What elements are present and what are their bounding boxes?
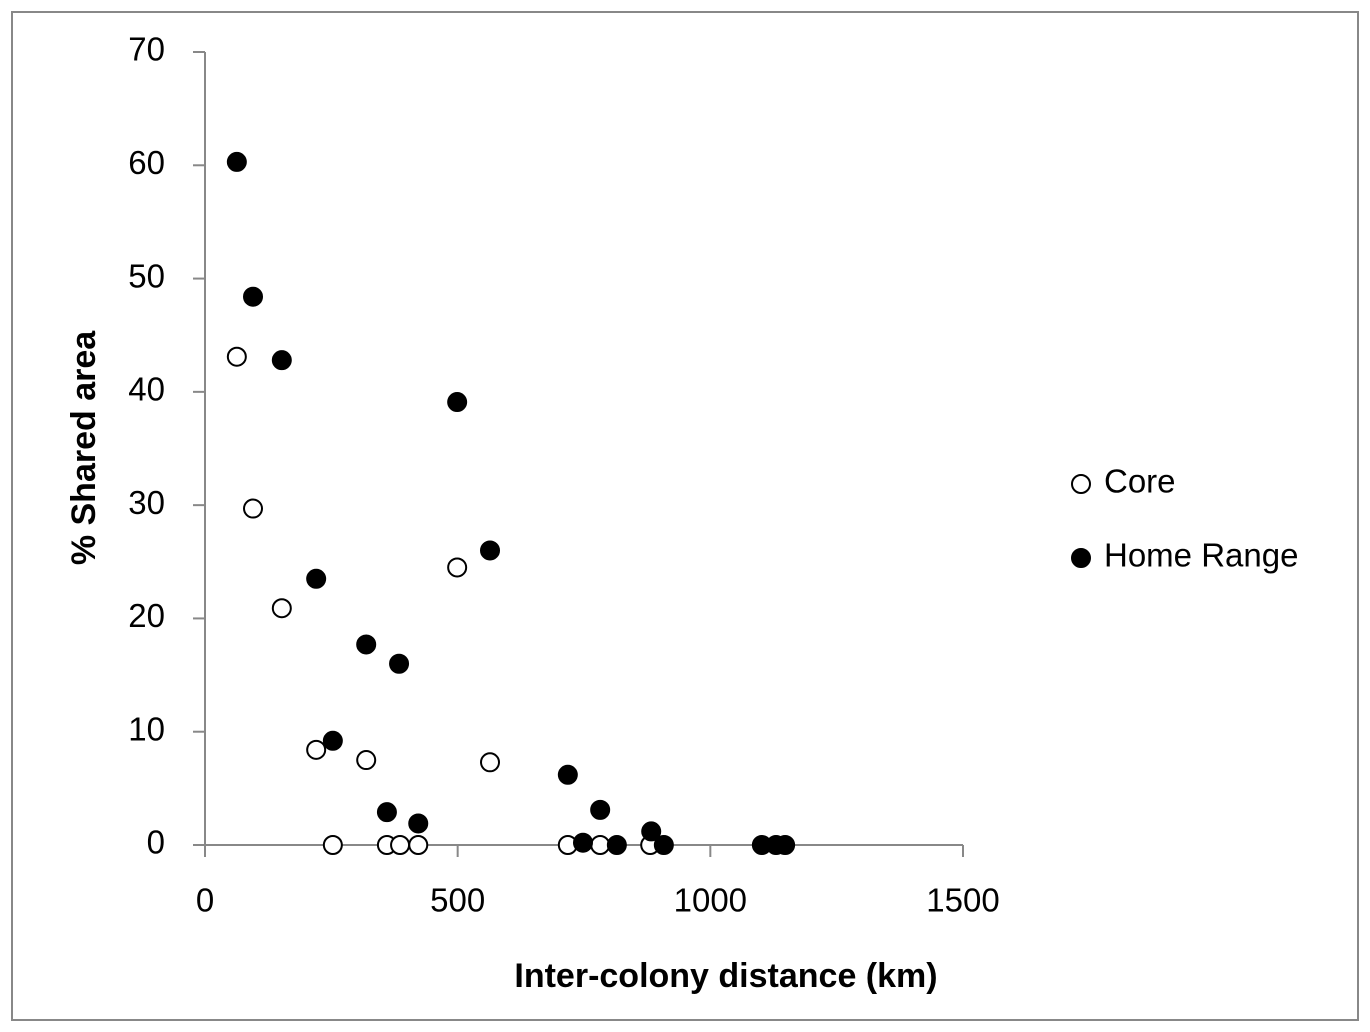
point <box>306 568 327 589</box>
point <box>447 557 468 578</box>
point <box>322 835 343 855</box>
point <box>641 821 662 842</box>
point <box>390 835 411 855</box>
x-tick-label: 1000 <box>674 882 747 919</box>
point <box>590 835 611 855</box>
y-axis-title: % Shared area <box>65 330 103 565</box>
y-tick-label: 20 <box>128 597 165 634</box>
y-tick-label: 0 <box>147 824 165 861</box>
point <box>356 634 377 655</box>
point <box>557 764 578 785</box>
legend-label: Home Range <box>1104 537 1298 574</box>
point <box>480 752 501 773</box>
point <box>271 350 292 371</box>
point <box>226 151 247 172</box>
point <box>408 813 429 834</box>
x-axis-title: Inter-colony distance (km) <box>514 957 937 995</box>
point <box>653 835 674 855</box>
point <box>356 750 377 771</box>
point <box>322 730 343 751</box>
point <box>306 739 327 760</box>
y-tick-label: 50 <box>128 257 165 294</box>
x-tick-label: 1500 <box>926 882 999 919</box>
point <box>447 392 468 413</box>
point <box>408 835 429 855</box>
chart-frame <box>11 11 1359 1021</box>
y-tick-label: 30 <box>128 484 165 521</box>
y-tick-label: 60 <box>128 144 165 181</box>
point <box>271 598 292 619</box>
point <box>243 286 264 307</box>
y-tick-label: 70 <box>128 31 165 68</box>
point <box>376 802 397 823</box>
legend-label: Core <box>1104 463 1176 500</box>
y-tick-label: 40 <box>128 371 165 408</box>
x-tick-label: 0 <box>196 882 214 919</box>
point <box>590 799 611 820</box>
point <box>480 540 501 561</box>
point <box>572 832 593 853</box>
legend-marker <box>1071 474 1091 494</box>
point <box>775 835 796 855</box>
point <box>606 835 627 855</box>
y-tick-label: 10 <box>128 710 165 747</box>
legend-marker <box>1071 548 1091 568</box>
point <box>226 346 247 367</box>
point <box>243 498 264 519</box>
x-tick-label: 500 <box>430 882 485 919</box>
point <box>389 653 410 674</box>
